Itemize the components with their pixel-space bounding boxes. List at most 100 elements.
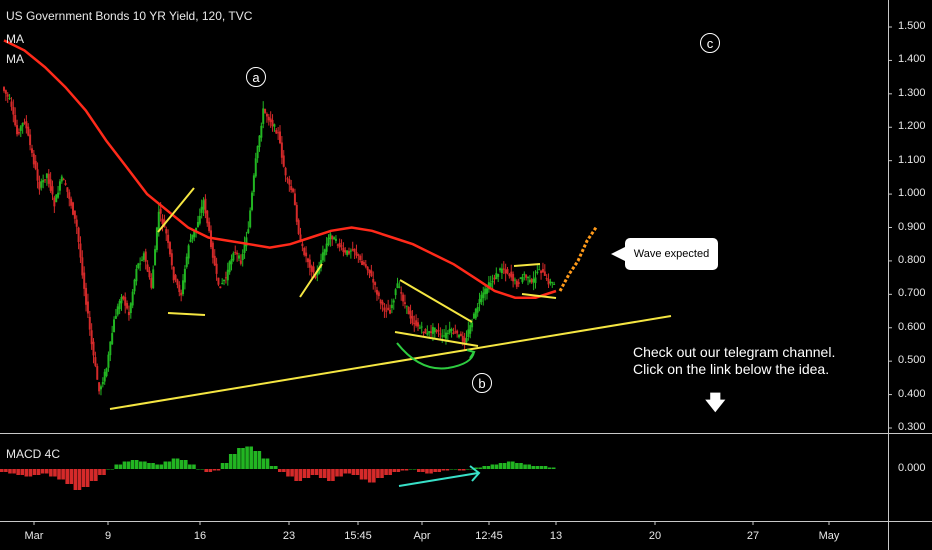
candle-body bbox=[491, 280, 494, 283]
candle-body bbox=[467, 329, 470, 338]
macd-bar bbox=[220, 463, 225, 469]
candle-body bbox=[310, 266, 313, 272]
candle-body bbox=[176, 279, 179, 285]
ma-legend-1[interactable]: MA bbox=[6, 32, 24, 46]
candle-body bbox=[534, 277, 537, 284]
candle-body bbox=[202, 200, 205, 210]
macd-bar bbox=[449, 469, 454, 470]
candle-body bbox=[474, 308, 477, 319]
candle-body bbox=[12, 106, 15, 115]
candle-body bbox=[127, 311, 130, 316]
macd-bar bbox=[224, 463, 229, 469]
candle-body bbox=[111, 333, 114, 345]
candle-body bbox=[88, 316, 91, 330]
macd-bar bbox=[298, 469, 303, 481]
candle-body bbox=[45, 173, 48, 178]
y-tick-label: 1.500 bbox=[898, 20, 926, 32]
candle-body bbox=[19, 126, 22, 131]
candle-body bbox=[49, 179, 52, 191]
macd-bar bbox=[106, 469, 110, 470]
candle-body bbox=[98, 382, 101, 392]
candle-body bbox=[113, 319, 116, 333]
candle-body bbox=[525, 274, 528, 278]
y-tick-label: 0.900 bbox=[898, 220, 926, 233]
candle-body bbox=[208, 221, 211, 231]
candle-body bbox=[172, 266, 175, 281]
candle-body bbox=[465, 338, 468, 343]
macd-bar bbox=[457, 469, 462, 471]
candle-body bbox=[362, 262, 365, 265]
candle-body bbox=[549, 281, 552, 284]
candle-body bbox=[92, 341, 95, 356]
macd-bar bbox=[183, 460, 188, 469]
macd-bar bbox=[65, 469, 69, 484]
macd-bar bbox=[273, 466, 278, 469]
macd-bar bbox=[249, 446, 253, 469]
wave-expected-callout: Wave expected bbox=[611, 238, 718, 270]
candle-body bbox=[286, 178, 289, 180]
macd-bar bbox=[523, 464, 527, 469]
candle-body bbox=[219, 286, 222, 289]
candle-body bbox=[426, 332, 429, 335]
macd-bar bbox=[269, 466, 274, 469]
macd-bar bbox=[351, 469, 356, 475]
macd-bar bbox=[347, 469, 352, 474]
candle-body bbox=[264, 109, 267, 113]
macd-bar bbox=[339, 469, 343, 477]
macd-bar bbox=[212, 469, 217, 471]
candle-body bbox=[443, 335, 446, 337]
macd-legend[interactable]: MACD 4C bbox=[6, 447, 61, 461]
candle-body bbox=[504, 269, 507, 274]
candle-body bbox=[187, 245, 190, 259]
macd-bar bbox=[343, 469, 347, 474]
candle-body bbox=[385, 310, 388, 312]
macd-bar bbox=[110, 469, 114, 470]
candle-body bbox=[357, 254, 360, 256]
macd-bar bbox=[519, 463, 523, 469]
x-tick-label: 16 bbox=[193, 530, 207, 542]
y-tick-label: 1.400 bbox=[898, 53, 926, 66]
candle-body bbox=[316, 270, 319, 276]
candle-body bbox=[81, 257, 84, 276]
candle-body bbox=[334, 238, 337, 241]
candle-body bbox=[120, 297, 123, 304]
ma-legend-2[interactable]: MA bbox=[6, 52, 24, 66]
macd-bar bbox=[551, 467, 556, 469]
candle-body bbox=[182, 280, 185, 295]
candle-body bbox=[523, 273, 526, 276]
candle-body bbox=[213, 255, 216, 266]
candle-body bbox=[517, 282, 520, 284]
candle-body bbox=[159, 208, 162, 214]
candle-body bbox=[183, 268, 186, 283]
candle-body bbox=[379, 299, 382, 304]
candle-body bbox=[3, 87, 5, 91]
macd-bar bbox=[57, 469, 61, 480]
candle-body bbox=[527, 276, 530, 279]
candle-body bbox=[144, 251, 147, 262]
macd-bar bbox=[437, 469, 442, 472]
macd-bar bbox=[363, 469, 368, 480]
candle-body bbox=[73, 210, 76, 219]
candle-body bbox=[344, 250, 347, 253]
candle-body bbox=[418, 327, 421, 329]
candle-body bbox=[435, 330, 438, 332]
macd-bar bbox=[32, 469, 37, 475]
candle-body bbox=[420, 326, 423, 328]
candle-body bbox=[400, 292, 403, 294]
candle-body bbox=[323, 249, 326, 256]
macd-bar bbox=[12, 469, 16, 474]
macd-bar bbox=[245, 446, 249, 469]
macd-bar bbox=[372, 469, 376, 483]
candle-body bbox=[508, 273, 511, 277]
candle-body bbox=[351, 249, 354, 251]
candle-body bbox=[469, 325, 472, 334]
candle-body bbox=[44, 179, 47, 181]
candle-body bbox=[446, 332, 449, 334]
candle-body bbox=[340, 245, 343, 247]
macd-bar bbox=[461, 469, 466, 471]
macd-bar bbox=[412, 469, 417, 470]
candle-body bbox=[417, 322, 419, 327]
candle-body bbox=[353, 248, 356, 252]
candle-body bbox=[137, 263, 140, 269]
